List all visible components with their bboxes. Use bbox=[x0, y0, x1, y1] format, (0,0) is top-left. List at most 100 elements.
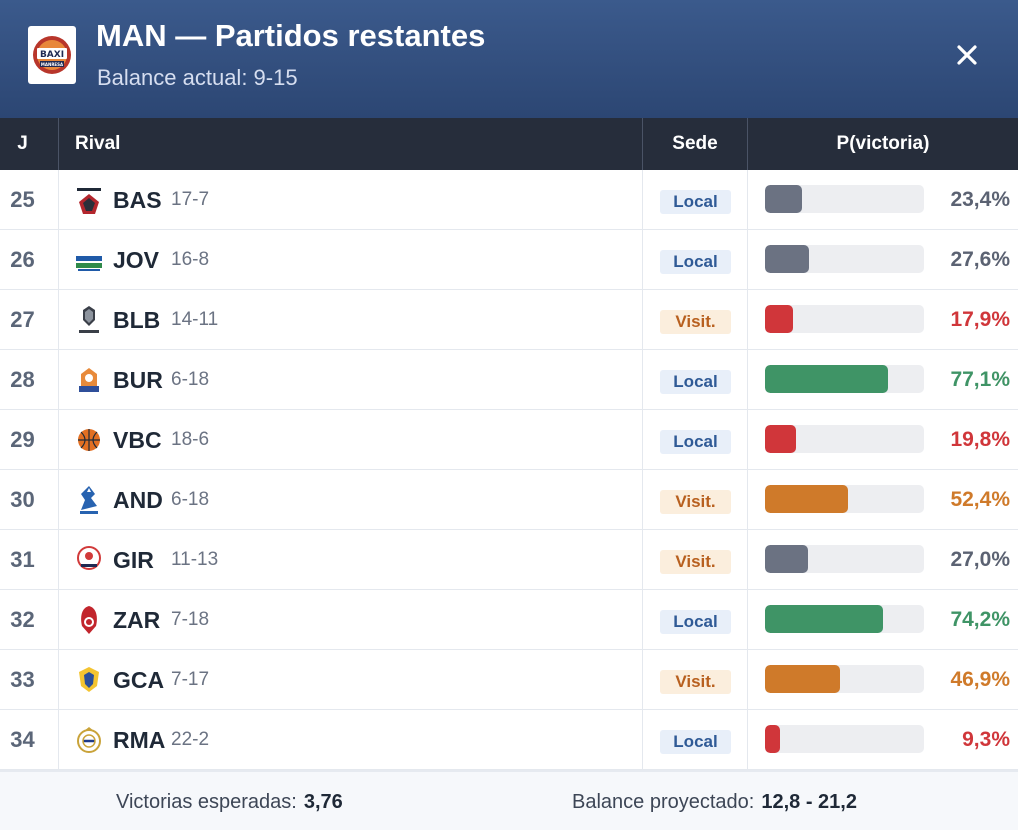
probability-bar bbox=[765, 605, 924, 633]
table-row[interactable]: 30 AND 6-18 Visit. 52,4% bbox=[0, 470, 1018, 530]
table-row[interactable]: 31 GIR 11-13 Visit. 27,0% bbox=[0, 530, 1018, 590]
round-number: 25 bbox=[10, 187, 35, 212]
probability-bar-fill bbox=[765, 725, 780, 753]
expected-wins-value: 3,76 bbox=[303, 790, 343, 813]
opponent-record: 6-18 bbox=[171, 489, 210, 510]
column-header-probability[interactable]: P(victoria) bbox=[836, 133, 930, 154]
bilbao-logo bbox=[75, 302, 103, 338]
table-row[interactable]: 28 BUR 6-18 Local 77,1% bbox=[0, 350, 1018, 410]
round-number: 34 bbox=[10, 727, 35, 752]
column-header-sede[interactable]: Sede bbox=[672, 133, 718, 154]
opponent-abbr[interactable]: BAS bbox=[113, 186, 162, 213]
opponent-abbr[interactable]: AND bbox=[113, 486, 163, 513]
opponent-abbr[interactable]: JOV bbox=[113, 246, 160, 273]
girona-logo bbox=[75, 542, 103, 578]
probability-value: 74,2% bbox=[950, 608, 1010, 631]
opponent-record: 11-13 bbox=[171, 549, 219, 570]
summary-footer: Victorias esperadas: 3,76 Balance proyec… bbox=[0, 770, 1018, 830]
venue-badge: Local bbox=[660, 610, 731, 634]
probability-value: 27,6% bbox=[950, 248, 1010, 271]
probability-bar-fill bbox=[765, 305, 793, 333]
close-icon bbox=[957, 45, 977, 65]
projected-record-label: Balance proyectado: bbox=[572, 790, 755, 813]
zaragoza-logo bbox=[75, 602, 103, 638]
andorra-logo bbox=[75, 482, 103, 518]
venue-badge: Visit. bbox=[660, 670, 731, 694]
column-header-rival[interactable]: Rival bbox=[75, 133, 121, 154]
probability-bar bbox=[765, 425, 924, 453]
table-row[interactable]: 33 GCA 7-17 Visit. 46,9% bbox=[0, 650, 1018, 710]
close-button[interactable] bbox=[948, 36, 986, 74]
venue-badge: Local bbox=[660, 370, 731, 394]
round-number: 33 bbox=[10, 667, 35, 692]
projected-record-value: 12,8 - 21,2 bbox=[761, 790, 857, 813]
table-row[interactable]: 34 RMA 22-2 Local 9,3% bbox=[0, 710, 1018, 770]
team-logo: BAXI MANRESA bbox=[28, 26, 76, 84]
opponent-abbr[interactable]: GCA bbox=[113, 666, 165, 693]
opponent-record: 7-18 bbox=[171, 609, 210, 630]
baskonia-logo bbox=[75, 182, 103, 218]
probability-value: 17,9% bbox=[950, 308, 1010, 331]
venue-badge: Visit. bbox=[660, 490, 731, 514]
opponent-abbr[interactable]: ZAR bbox=[113, 606, 161, 633]
joventut-logo bbox=[75, 242, 103, 278]
current-record: Balance actual: 9-15 bbox=[97, 65, 298, 90]
probability-bar bbox=[765, 365, 924, 393]
opponent-record: 22-2 bbox=[171, 729, 210, 750]
opponent-abbr[interactable]: VBC bbox=[113, 426, 162, 453]
probability-bar bbox=[765, 245, 924, 273]
modal-header: BAXI MANRESA MAN — Partidos restantes Ba… bbox=[0, 0, 1018, 118]
probability-value: 77,1% bbox=[950, 368, 1010, 391]
column-header-j[interactable]: J bbox=[17, 133, 28, 154]
probability-bar-fill bbox=[765, 665, 840, 693]
opponent-record: 18-6 bbox=[171, 429, 210, 450]
probability-value: 46,9% bbox=[950, 668, 1010, 691]
round-number: 26 bbox=[10, 247, 35, 272]
probability-bar bbox=[765, 485, 924, 513]
opponent-record: 17-7 bbox=[171, 189, 210, 210]
probability-bar bbox=[765, 665, 924, 693]
probability-bar-fill bbox=[765, 605, 883, 633]
real-madrid-logo bbox=[75, 722, 103, 758]
valencia-logo bbox=[75, 422, 103, 458]
svg-text:BAXI: BAXI bbox=[40, 50, 64, 60]
table-row[interactable]: 29 VBC 18-6 Local 19,8% bbox=[0, 410, 1018, 470]
probability-bar-fill bbox=[765, 365, 888, 393]
probability-bar bbox=[765, 305, 924, 333]
table-row[interactable]: 32 ZAR 7-18 Local 74,2% bbox=[0, 590, 1018, 650]
probability-bar-fill bbox=[765, 245, 809, 273]
opponent-abbr[interactable]: RMA bbox=[113, 726, 166, 753]
probability-bar-fill bbox=[765, 485, 848, 513]
venue-badge: Local bbox=[660, 250, 731, 274]
opponent-record: 7-17 bbox=[171, 669, 210, 690]
burgos-logo bbox=[75, 362, 103, 398]
probability-bar-fill bbox=[765, 185, 802, 213]
probability-bar bbox=[765, 545, 924, 573]
venue-badge: Visit. bbox=[660, 550, 731, 574]
opponent-abbr[interactable]: BLB bbox=[113, 306, 161, 333]
probability-value: 9,3% bbox=[962, 728, 1010, 751]
probability-bar-fill bbox=[765, 425, 796, 453]
venue-badge: Local bbox=[660, 190, 731, 214]
table-row[interactable]: 27 BLB 14-11 Visit. 17,9% bbox=[0, 290, 1018, 350]
expected-wins-label: Victorias esperadas: bbox=[116, 790, 297, 813]
table-row[interactable]: 26 JOV 16-8 Local 27,6% bbox=[0, 230, 1018, 290]
round-number: 30 bbox=[10, 487, 35, 512]
probability-bar bbox=[765, 725, 924, 753]
svg-text:MANRESA: MANRESA bbox=[41, 62, 64, 67]
opponent-abbr[interactable]: GIR bbox=[113, 546, 154, 573]
opponent-abbr[interactable]: BUR bbox=[113, 366, 163, 393]
probability-value: 52,4% bbox=[950, 488, 1010, 511]
round-number: 27 bbox=[10, 307, 35, 332]
venue-badge: Local bbox=[660, 730, 731, 754]
opponent-record: 6-18 bbox=[171, 369, 210, 390]
venue-badge: Visit. bbox=[660, 310, 731, 334]
table-row[interactable]: 25 BAS 17-7 Local 23,4% bbox=[0, 170, 1018, 230]
round-number: 29 bbox=[10, 427, 35, 452]
probability-bar bbox=[765, 185, 924, 213]
round-number: 31 bbox=[10, 547, 35, 572]
expected-wins: Victorias esperadas: 3,76 bbox=[116, 772, 343, 830]
projected-record: Balance proyectado: 12,8 - 21,2 bbox=[572, 772, 857, 830]
probability-bar-fill bbox=[765, 545, 808, 573]
